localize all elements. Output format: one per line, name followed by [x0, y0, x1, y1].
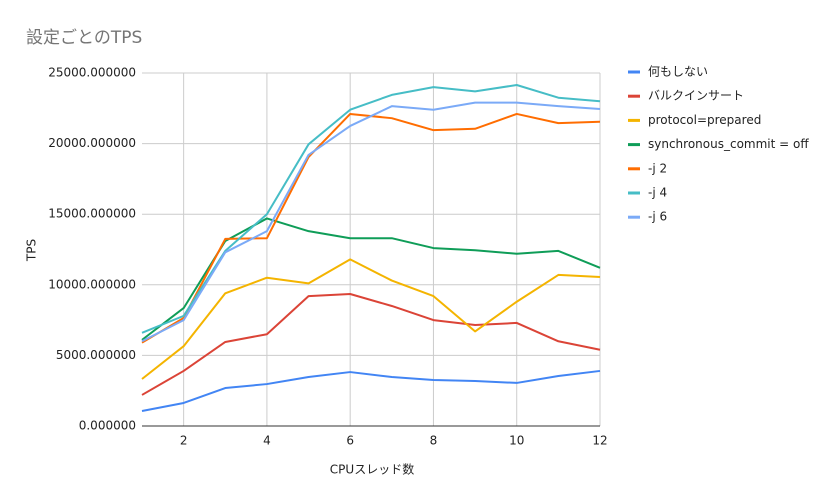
- y-tick-label: 5000.000000: [56, 348, 136, 362]
- x-tick-label: 6: [346, 434, 354, 448]
- legend-label: バルクインサート: [648, 89, 744, 103]
- series-line: [141, 84, 601, 334]
- legend-label: synchronous_commit = off: [648, 137, 809, 151]
- y-tick-label: 10000.000000: [48, 277, 136, 291]
- series-line: [141, 292, 601, 396]
- legend-label: -j 2: [648, 161, 667, 175]
- y-tick-label: 25000.000000: [48, 66, 136, 80]
- series-line: [141, 217, 601, 341]
- x-tick-label: 4: [263, 434, 271, 448]
- legend-label: 何もしない: [648, 65, 708, 79]
- x-tick-label: 2: [180, 434, 188, 448]
- legend-label: -j 4: [648, 186, 667, 200]
- series-line: [141, 369, 601, 413]
- x-tick-label: 12: [592, 434, 607, 448]
- x-tick-label: 8: [430, 434, 438, 448]
- y-tick-label: 0.000000: [79, 419, 136, 433]
- chart-title: 設定ごとのTPS: [26, 28, 142, 48]
- legend-label: protocol=prepared: [648, 113, 761, 127]
- series-line: [141, 101, 601, 343]
- legend-label: -j 6: [648, 210, 667, 224]
- x-axis-label: CPUスレッド数: [330, 462, 414, 477]
- y-tick-label: 20000.000000: [48, 136, 136, 150]
- x-tick-label: 10: [509, 434, 524, 448]
- y-tick-label: 15000.000000: [48, 207, 136, 221]
- series-line: [141, 112, 601, 344]
- series-line: [141, 258, 601, 380]
- y-axis-label: TPS: [25, 239, 39, 262]
